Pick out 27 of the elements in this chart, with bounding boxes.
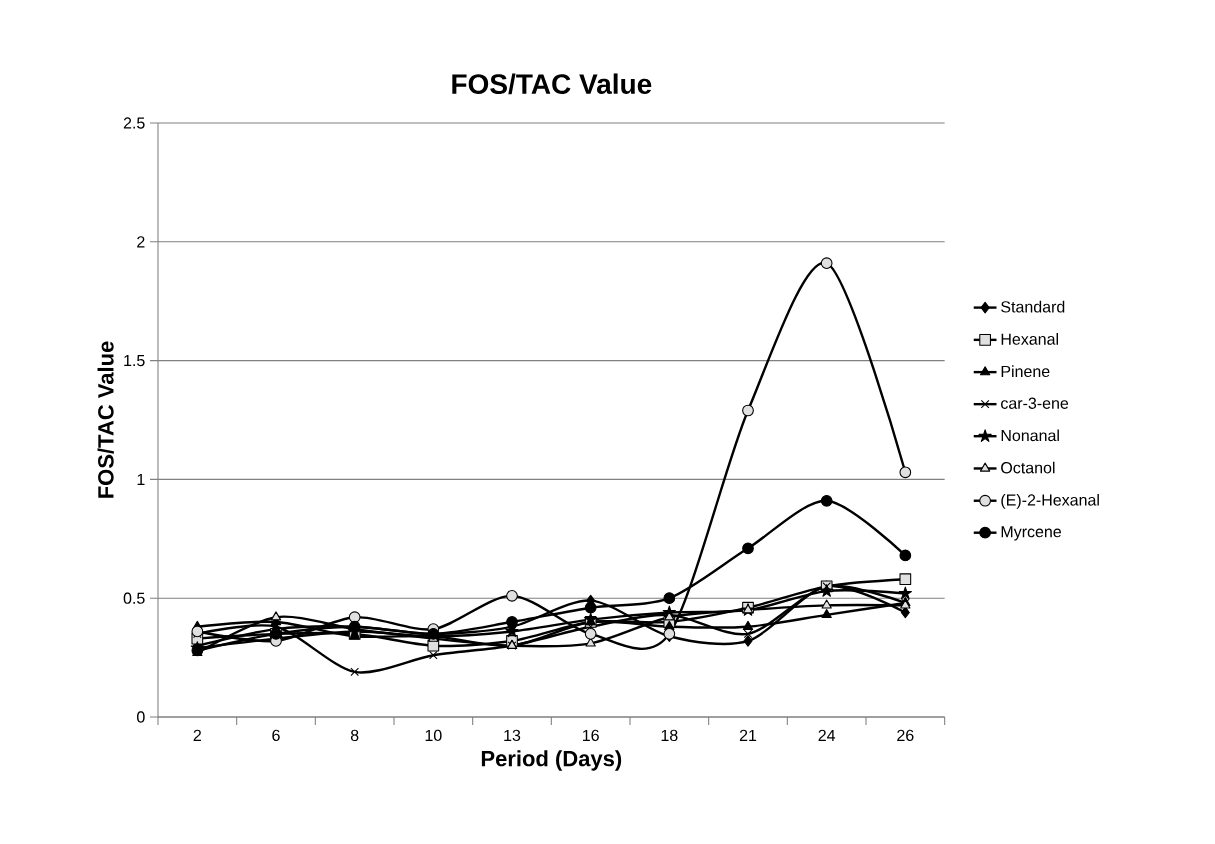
x-tick-label: 6 — [272, 729, 280, 742]
x-tick-label: 8 — [350, 729, 359, 742]
y-tick-label: 2 — [137, 236, 145, 248]
x-tick-label: 13 — [504, 729, 521, 742]
y-tick-label: 1 — [137, 473, 145, 485]
legend-label: Nonanal — [1001, 429, 1059, 442]
legend-label: (E)-2-Hexanal — [1001, 493, 1099, 509]
x-tick-label: 24 — [818, 729, 836, 741]
legend-label: Hexanal — [1001, 333, 1058, 345]
x-tick-label: 18 — [661, 729, 678, 742]
legend-label: Pinene — [1001, 365, 1050, 378]
y-tick-label: 2.5 — [123, 117, 145, 129]
x-tick-label: 16 — [582, 729, 599, 742]
x-tick-label: 10 — [425, 729, 442, 742]
y-tick-label: 0 — [137, 711, 145, 723]
legend-label: Standard — [1001, 300, 1065, 313]
x-axis-title: Period (Days) — [481, 750, 622, 771]
x-tick-label: 26 — [897, 729, 914, 742]
y-tick-label: 1.5 — [124, 355, 145, 367]
y-tick-label: 0.5 — [123, 592, 145, 604]
y-axis-title: FOS/TAC Value — [97, 341, 114, 498]
x-tick-label: 2 — [193, 729, 201, 741]
x-tick-label: 21 — [739, 729, 757, 741]
legend-label: Octanol — [1001, 461, 1055, 474]
chart-title: FOS/TAC Value — [452, 73, 652, 95]
legend-label: Myrcene — [1001, 526, 1061, 541]
legend-label: car-3-ene — [1001, 397, 1069, 409]
